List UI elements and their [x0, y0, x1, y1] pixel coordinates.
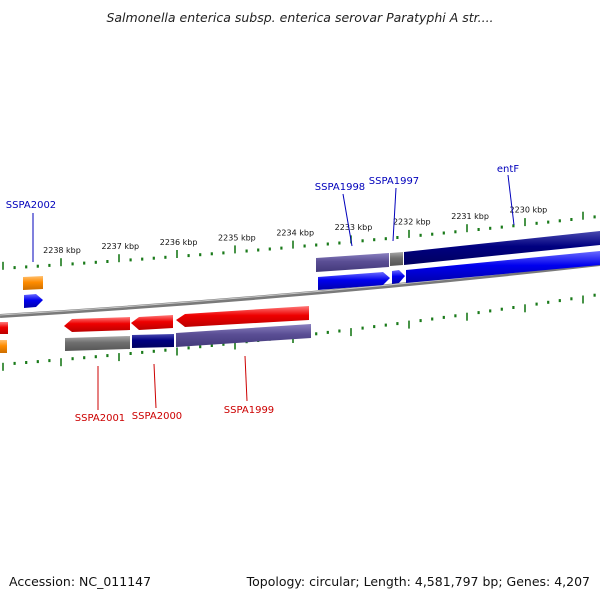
- cds-block-ssp1999: [176, 324, 311, 347]
- orange-feature-upper: [23, 276, 43, 290]
- gene-label-ssp1997[interactable]: SSPA1997: [369, 176, 419, 187]
- reverse-strand-track: [0, 306, 309, 334]
- tick-label: 2231 kbp: [451, 212, 489, 221]
- tick-label: 2236 kbp: [160, 238, 198, 247]
- reverse-arrow-ssp2000: [131, 315, 173, 330]
- forward-arrow-ssp2002: [24, 294, 43, 308]
- reverse-arrow-offpage: [0, 322, 8, 334]
- cds-track-lower: [0, 324, 311, 353]
- forward-arrow-entf: [406, 251, 600, 283]
- callout-line-ssp2000: [153, 363, 157, 409]
- callout-line-ssp1997: [392, 187, 397, 242]
- tick-label: 2238 kbp: [43, 246, 81, 255]
- gene-label-ssp2000[interactable]: SSPA2000: [132, 411, 182, 422]
- gene-label-entf[interactable]: entF: [497, 164, 519, 175]
- outer-tick-ring: [2, 211, 596, 270]
- tick-label: 2233 kbp: [335, 223, 373, 232]
- forward-arrow-ssp1998: [318, 272, 390, 290]
- gene-label-ssp1999[interactable]: SSPA1999: [224, 405, 274, 416]
- cds-block-ssp1997: [390, 252, 403, 266]
- tick-labels: 2238 kbp 2237 kbp 2236 kbp 2235 kbp 2234 kbp…: [43, 206, 547, 255]
- gene-label-ssp2001[interactable]: SSPA2001: [75, 413, 125, 424]
- tick-label: 2230 kbp: [510, 206, 548, 215]
- cds-block-ssp1998: [316, 253, 389, 272]
- gene-label-ssp1998[interactable]: SSPA1998: [315, 182, 365, 193]
- reverse-arrow-ssp2001: [64, 317, 130, 332]
- tick-label: 2235 kbp: [218, 233, 256, 242]
- cds-block-ssp2000: [132, 334, 174, 348]
- tick-label: 2234 kbp: [276, 228, 314, 237]
- gene-label-ssp2002[interactable]: SSPA2002: [6, 200, 56, 211]
- callout-line-ssp1998: [342, 193, 353, 247]
- genome-backbone: [0, 262, 600, 318]
- forward-strand-track: [24, 251, 600, 308]
- reverse-arrow-ssp1999: [176, 306, 309, 327]
- gene-callouts: SSPA2002 SSPA1998 SSPA1997 entF SSPA2001…: [6, 164, 520, 424]
- map-title: Salmonella enterica subsp. enterica sero…: [106, 10, 493, 25]
- callout-line-entf: [507, 174, 515, 226]
- accession-text: Accession: NC_011147: [9, 574, 151, 589]
- cds-track-upper: [23, 231, 600, 290]
- forward-arrow-ssp1997: [392, 270, 405, 284]
- tick-label: 2237 kbp: [101, 242, 139, 251]
- cds-block-ssp2001: [65, 336, 130, 351]
- genome-summary-text: Topology: circular; Length: 4,581,797 bp…: [246, 574, 590, 589]
- orange-feature-lower: [0, 340, 7, 353]
- tick-label: 2232 kbp: [393, 218, 431, 227]
- callout-line-ssp1999: [244, 355, 248, 402]
- cds-block-entf: [404, 231, 600, 265]
